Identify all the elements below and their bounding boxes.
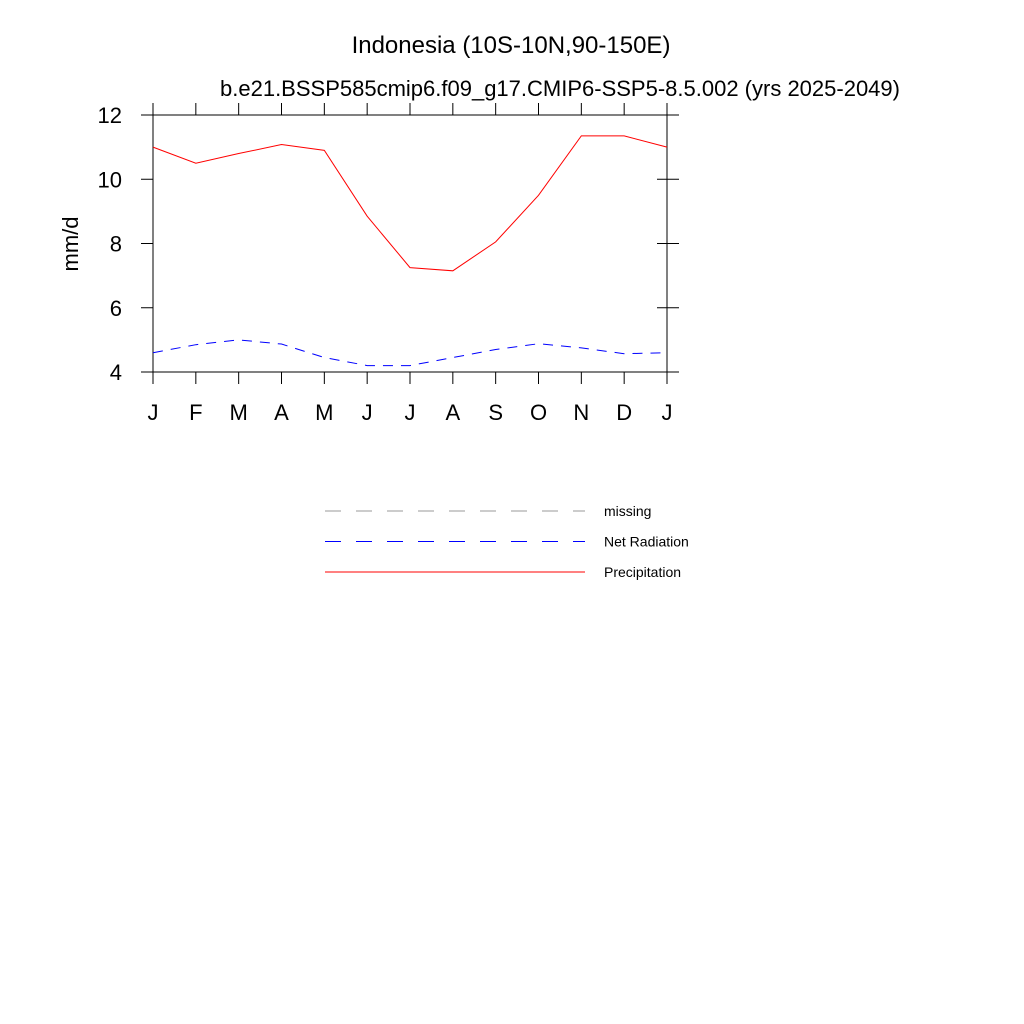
series-line	[152, 339, 668, 367]
chart-title: Indonesia (10S-10N,90-150E)	[352, 32, 671, 59]
legend-label: missing	[604, 503, 651, 519]
x-tick-label: J	[405, 400, 416, 425]
x-tick-label: D	[616, 400, 632, 425]
y-tick-label: 12	[98, 103, 122, 128]
x-tick-label: M	[315, 400, 333, 425]
x-tick-label: J	[662, 400, 673, 425]
x-tick-label: J	[148, 400, 159, 425]
x-tick-label: S	[488, 400, 503, 425]
y-tick-label: 8	[110, 232, 122, 257]
x-tick-label: A	[445, 400, 460, 425]
legend-label: Net Radiation	[604, 534, 689, 550]
y-tick-label: 4	[110, 360, 122, 385]
y-axis-label: mm/d	[58, 217, 83, 272]
series-line	[152, 135, 668, 272]
x-tick-label: F	[189, 400, 202, 425]
y-tick-label: 6	[110, 296, 122, 321]
x-tick-label: O	[530, 400, 547, 425]
legend-label: Precipitation	[604, 564, 681, 580]
x-tick-label: M	[230, 400, 248, 425]
x-tick-label: N	[573, 400, 589, 425]
y-tick-label: 10	[98, 167, 122, 192]
chart-subtitle: b.e21.BSSP585cmip6.f09_g17.CMIP6-SSP5-8.…	[220, 76, 900, 101]
x-tick-label: A	[274, 400, 289, 425]
x-tick-label: J	[362, 400, 373, 425]
plot-frame	[152, 114, 668, 373]
